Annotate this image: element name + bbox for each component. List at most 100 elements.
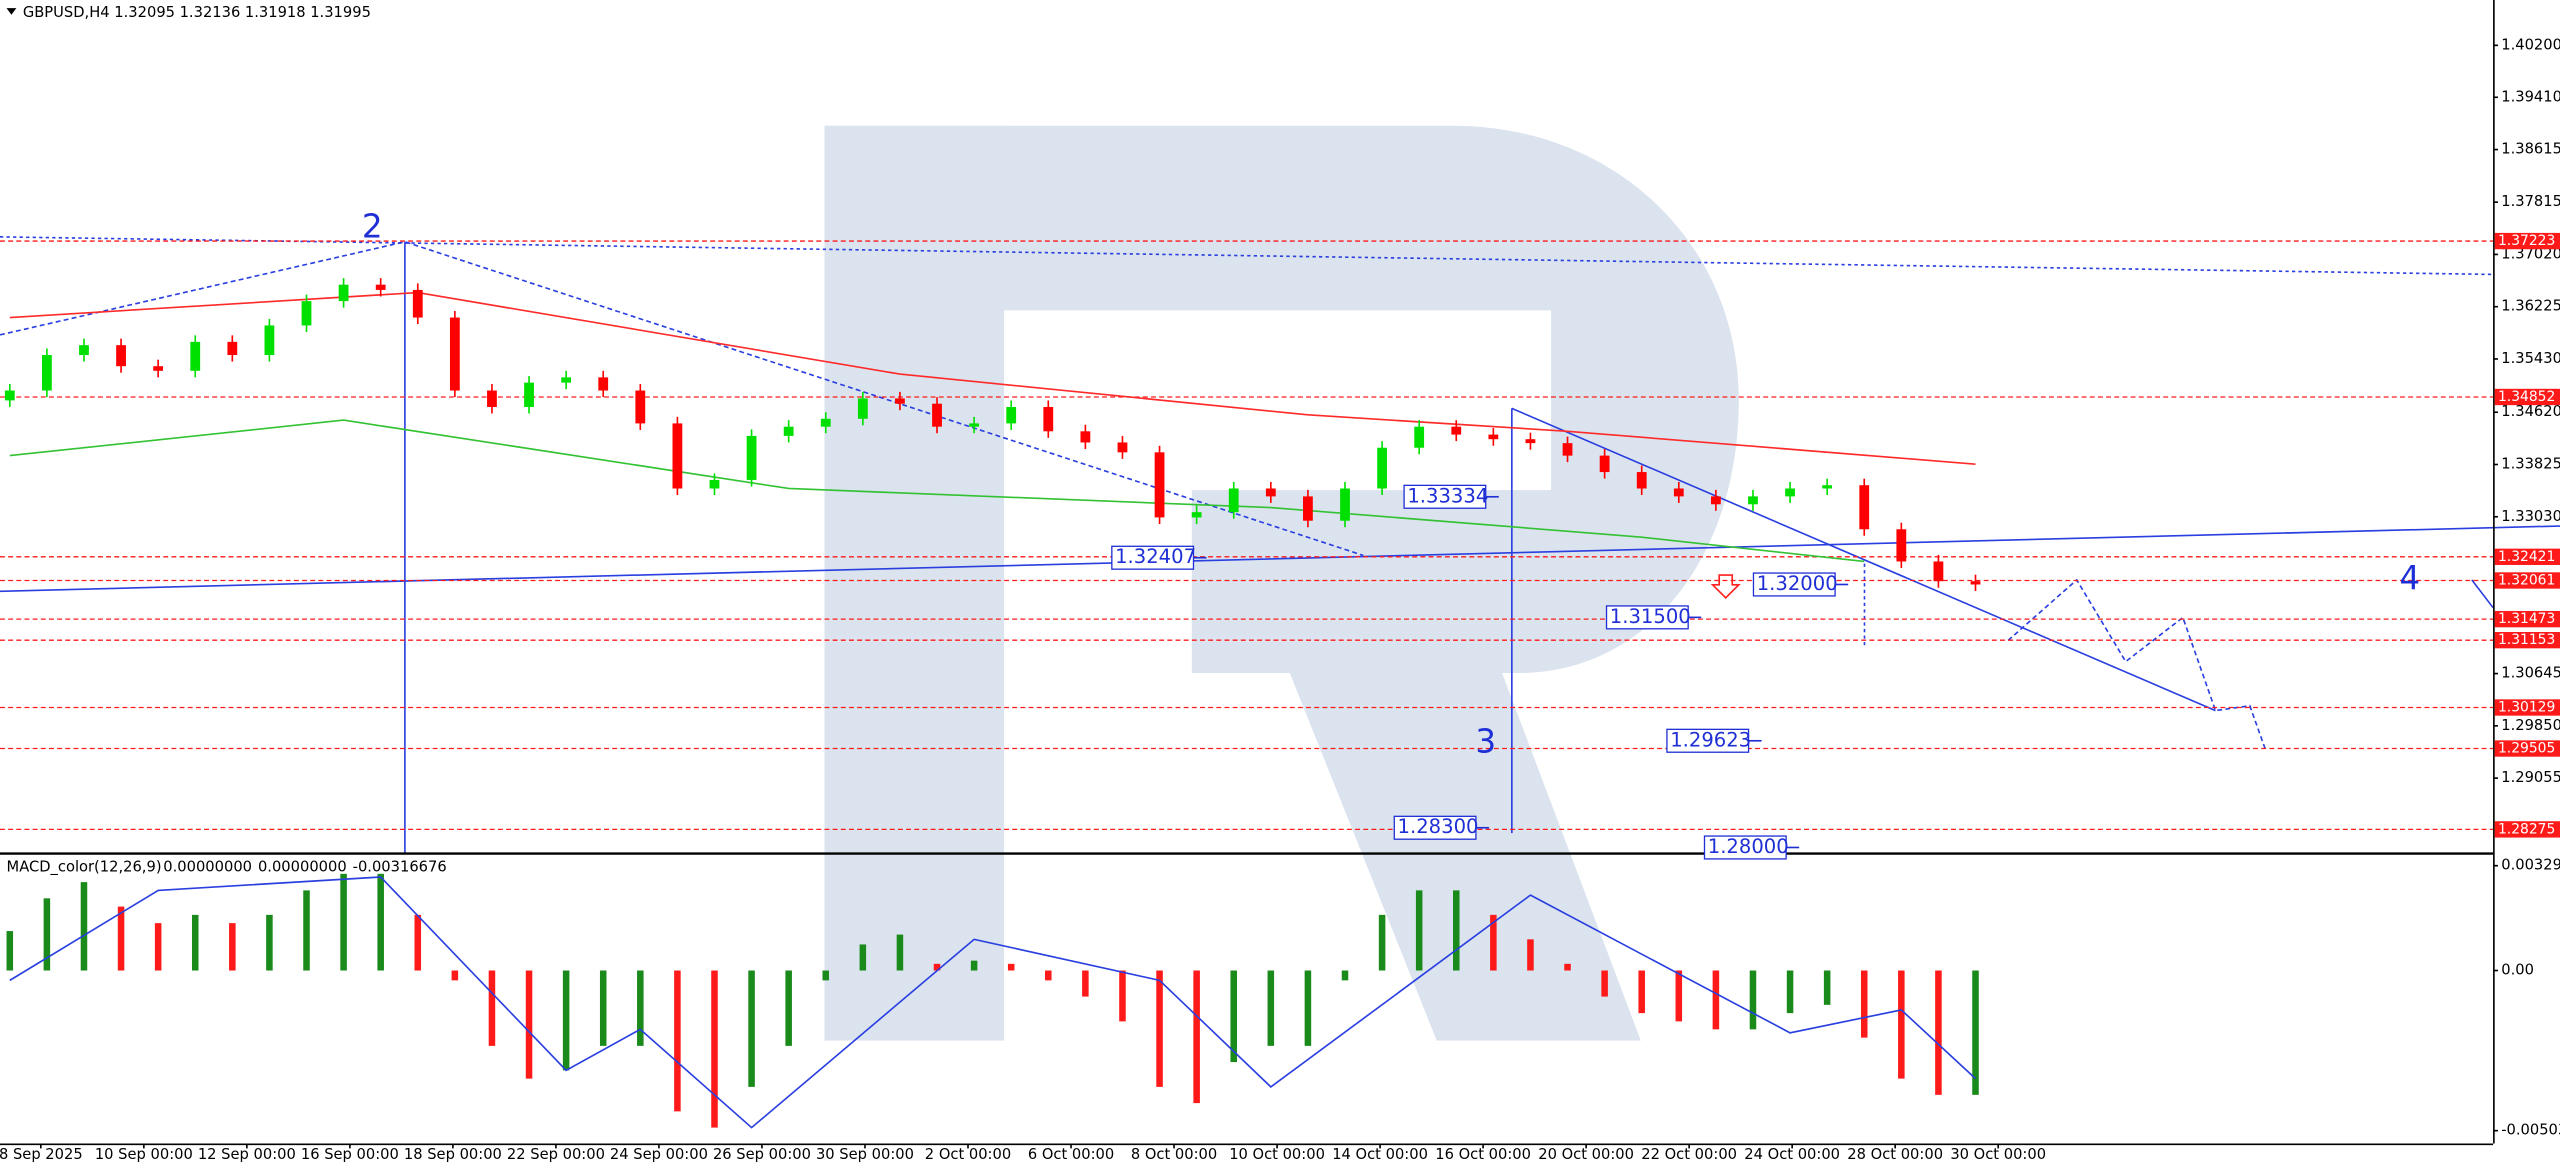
macd-bar [1267,970,1275,1046]
y-tick-label: 1.40200 [2501,36,2560,53]
candle-body [1340,488,1350,521]
macd-bar [785,970,792,1046]
macd-bar [1712,970,1720,1030]
y-tick-label: 1.29055 [2501,769,2560,786]
candle-body [895,398,905,404]
candle-body [375,284,386,290]
macd-bar [1564,963,1571,971]
candle-body [1822,485,1833,489]
y-tick-label: 1.33030 [2501,508,2560,525]
macd-bar [414,914,422,971]
candle-body [1117,442,1128,453]
candle-body [227,341,238,356]
level-tag [2494,699,2560,716]
candle-body [1265,488,1276,497]
level-tag [2494,548,2560,565]
macd-bar [1045,970,1052,981]
candle-body [1562,443,1573,456]
candle-body [1080,431,1091,443]
level-label: 1.30129 [2498,700,2555,716]
candle-body [190,341,201,371]
macd-bar [748,970,755,1087]
candle-body [1377,447,1387,489]
candle-body [857,398,868,419]
y-tick-label: 1.29850 [2501,717,2560,734]
level-tag [2494,572,2560,589]
macd-bar [822,970,830,981]
level-tag [2494,740,2560,757]
candle-body [449,317,460,391]
annotation-label: 1.32000 [1757,572,1838,595]
macd-bar [266,914,273,971]
candle-body [1970,581,1981,585]
macd-bar [1972,970,1979,1095]
ohlc-value: 1.31918 [245,4,306,21]
annotation-label: 1.31500 [1610,605,1691,628]
candle-body [1191,512,1202,518]
macd-bar [1452,890,1460,971]
annotation-label: 1.28300 [1398,815,1479,838]
symbol-toggle[interactable] [6,8,17,15]
candle-body [635,390,646,424]
y-tick-label: 1.39410 [2501,88,2560,105]
ohlc-value: 1.32136 [180,4,241,21]
wave-label: 3 [1475,722,1496,760]
y-tick-label: 1.34620 [2501,403,2560,420]
y-tick-label: 1.33825 [2501,455,2560,472]
candle-body [524,382,534,407]
macd-bar [1082,970,1089,997]
x-tick-label: 30 Oct 00:00 [1950,1146,2046,1163]
moving-average [9,419,1865,563]
ohlc-value: 1.31995 [310,4,371,21]
macd-bar [562,970,570,1071]
candle-body [932,403,942,427]
candle-body [1451,426,1462,435]
candle-body [4,390,15,401]
macd-bar [711,970,718,1128]
x-tick-label: 22 Sep 00:00 [507,1146,605,1163]
watermark-logo [824,125,1739,1041]
moving-average [9,291,1976,465]
candle-body [116,345,126,367]
candle-body [969,423,980,427]
candle-body [672,423,683,489]
candle-body [709,479,720,489]
macd-y-tick-label: -0.0050363 [2501,1122,2560,1139]
candle-body [1636,472,1647,489]
level-label: 1.32061 [2498,572,2555,588]
x-tick-label: 24 Sep 00:00 [610,1146,708,1163]
macd-readout: 0.00000000 [163,858,252,875]
macd-bar [970,960,978,971]
macd-bar [340,873,347,971]
candle-body [41,355,52,391]
level-tag [2494,632,2560,649]
macd-bar [154,923,162,971]
macd-bar [1860,970,1868,1038]
symbol-label: GBPUSD,H4 [23,4,110,21]
candle-body [79,345,89,356]
candle-body [1488,434,1499,440]
level-label: 1.31153 [2498,632,2555,648]
candle-body [1859,485,1870,530]
candle-body [1673,488,1684,497]
macd-bar [43,898,51,971]
macd-bar [488,970,496,1046]
x-tick-label: 6 Oct 00:00 [1028,1146,1114,1163]
level-tag [2494,610,2560,628]
level-tag [2494,232,2560,250]
x-tick-label: 30 Sep 00:00 [816,1146,914,1163]
macd-bar [1304,970,1312,1046]
macd-bar [599,970,607,1046]
x-tick-label: 24 Oct 00:00 [1744,1146,1840,1163]
macd-bar [859,944,867,971]
candle-body [1228,488,1239,513]
macd-name: MACD_color(12,26,9) [7,858,162,875]
macd-readout: 0.00000000 [258,858,347,875]
macd-bar [1675,970,1683,1022]
annotation-label: 1.33334 [1407,484,1488,507]
macd-bar [1415,890,1423,971]
macd-signal [9,876,1977,1129]
macd-bar [1490,914,1497,971]
level-label: 1.34852 [2498,389,2555,405]
macd-bar [1119,970,1126,1022]
